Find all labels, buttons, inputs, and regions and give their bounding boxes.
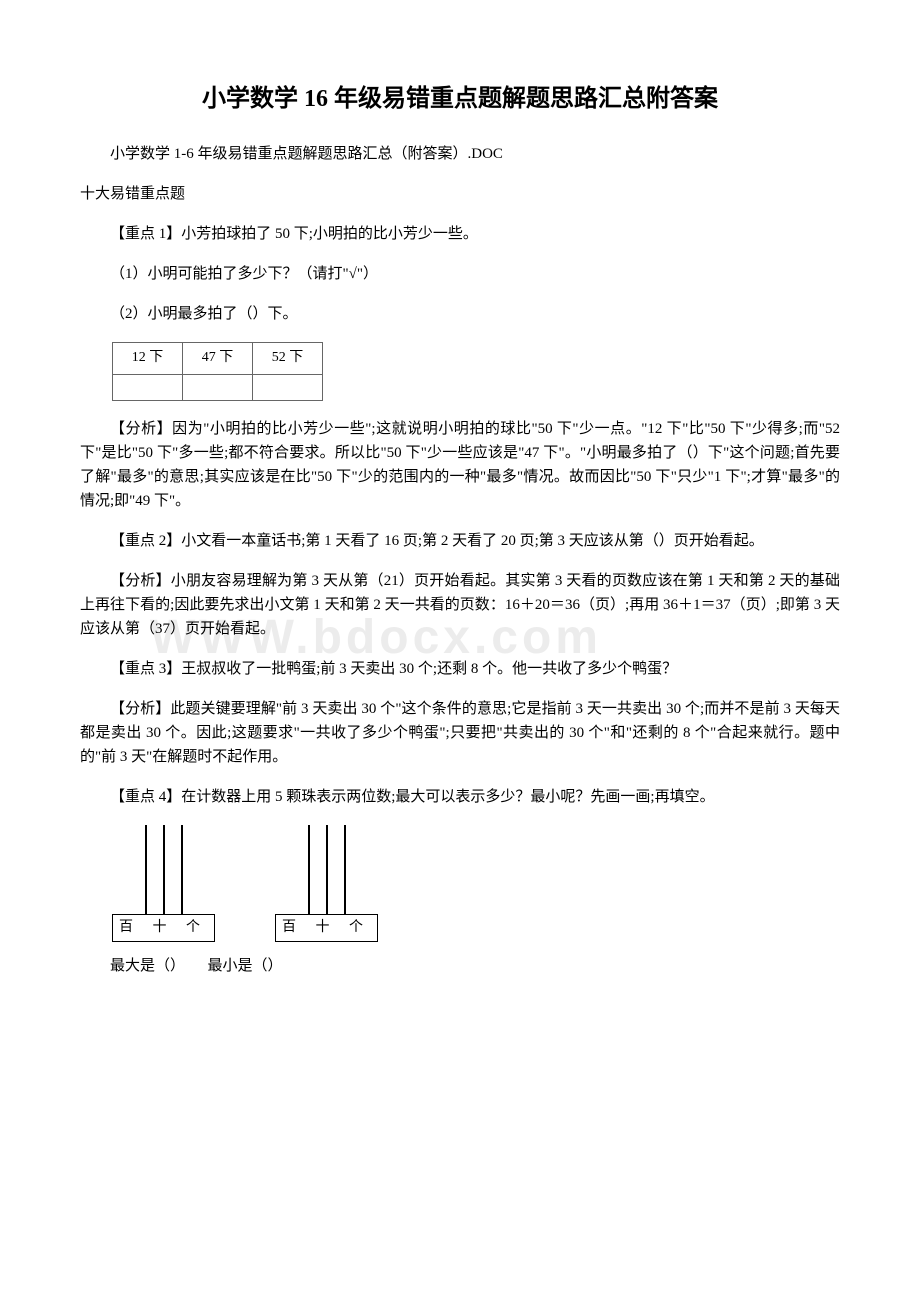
- q2-stem: 【重点 2】小文看一本童话书;第 1 天看了 16 页;第 2 天看了 20 页…: [80, 529, 840, 553]
- q3-stem: 【重点 3】王叔叔收了一批鸭蛋;前 3 天卖出 30 个;还剩 8 个。他一共收…: [80, 657, 840, 681]
- q1-options-table: 12 下 47 下 52 下: [112, 342, 323, 400]
- q4-answer-line: 最大是（） 最小是（）: [80, 954, 840, 978]
- option-blank-cell: [113, 374, 183, 400]
- q1-analysis: 【分析】因为"小明拍的比小芳少一些";这就说明小明拍的球比"50 下"少一点。"…: [80, 417, 840, 513]
- section-heading: 十大易错重点题: [80, 182, 840, 206]
- option-blank-cell: [253, 374, 323, 400]
- subtitle: 小学数学 1-6 年级易错重点题解题思路汇总（附答案）.DOC: [80, 142, 840, 166]
- q1-sub2: （2）小明最多拍了（）下。: [80, 302, 840, 326]
- abacus-row: 百 十 个 百 十 个: [112, 825, 840, 942]
- option-blank-cell: [183, 374, 253, 400]
- table-row: [113, 374, 323, 400]
- q3-analysis: 【分析】此题关键要理解"前 3 天卖出 30 个"这个条件的意思;它是指前 3 …: [80, 697, 840, 769]
- abacus-rod: [145, 825, 147, 915]
- document-content: 小学数学 16 年级易错重点题解题思路汇总附答案 小学数学 1-6 年级易错重点…: [80, 80, 840, 978]
- abacus-rod: [344, 825, 346, 915]
- abacus-rods: [308, 825, 346, 915]
- table-row: 12 下 47 下 52 下: [113, 343, 323, 374]
- option-cell: 52 下: [253, 343, 323, 374]
- q1-sub1: （1）小明可能拍了多少下？（请打"√"）: [80, 262, 840, 286]
- abacus-rod: [163, 825, 165, 915]
- abacus-rods: [145, 825, 183, 915]
- abacus-rod: [308, 825, 310, 915]
- abacus-left: 百 十 个: [112, 825, 215, 942]
- abacus-rod: [181, 825, 183, 915]
- option-cell: 12 下: [113, 343, 183, 374]
- abacus-base-label: 百 十 个: [112, 914, 215, 942]
- q2-analysis: 【分析】小朋友容易理解为第 3 天从第（21）页开始看起。其实第 3 天看的页数…: [80, 569, 840, 641]
- abacus-rod: [326, 825, 328, 915]
- option-cell: 47 下: [183, 343, 253, 374]
- q1-stem: 【重点 1】小芳拍球拍了 50 下;小明拍的比小芳少一些。: [80, 222, 840, 246]
- abacus-base-label: 百 十 个: [275, 914, 378, 942]
- q4-stem: 【重点 4】在计数器上用 5 颗珠表示两位数;最大可以表示多少？最小呢？先画一画…: [80, 785, 840, 809]
- page-title: 小学数学 16 年级易错重点题解题思路汇总附答案: [80, 80, 840, 118]
- abacus-right: 百 十 个: [275, 825, 378, 942]
